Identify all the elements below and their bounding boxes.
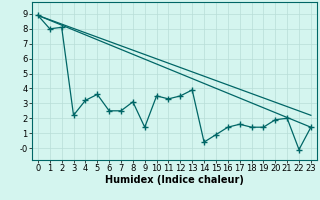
X-axis label: Humidex (Indice chaleur): Humidex (Indice chaleur) (105, 175, 244, 185)
